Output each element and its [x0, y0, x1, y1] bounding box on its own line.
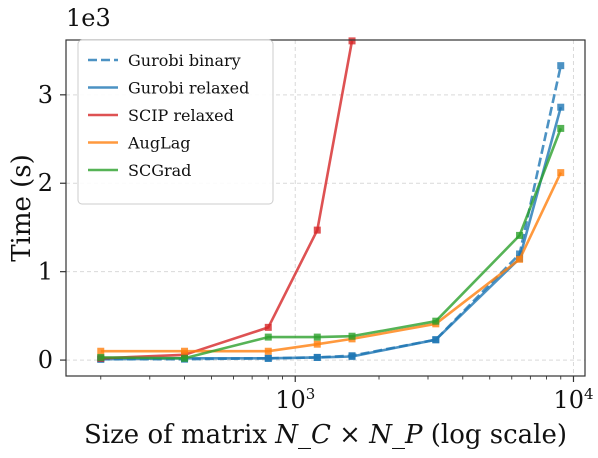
data-point-marker [264, 333, 272, 341]
x-tick-label-exponent: 3 [306, 385, 316, 403]
y-tick-label: 2 [38, 169, 53, 197]
x-axis-label: Size of matrix N_C × N_P (log scale) [84, 420, 567, 450]
series-line [100, 127, 563, 360]
data-point-marker [557, 124, 565, 132]
data-point-marker [557, 103, 565, 111]
data-point-marker [264, 323, 272, 331]
y-tick-label: 1 [38, 258, 53, 286]
data-point-marker [97, 347, 105, 355]
series-line [100, 106, 563, 361]
data-point-marker [516, 231, 524, 239]
legend-entry-label: AugLag [127, 134, 191, 153]
legend-entry-label: Gurobi binary [128, 51, 241, 70]
plot-frame [65, 39, 586, 377]
legend-box [77, 39, 274, 205]
x-tick-label: 104 [553, 385, 593, 414]
x-tick-label: 103 [275, 385, 315, 414]
y-tick-label: 0 [38, 346, 53, 374]
legend: Gurobi binary Gurobi relaxed SCIP relaxed A… [77, 39, 274, 205]
data-point-marker [181, 351, 189, 359]
y-tick-label: 3 [38, 81, 53, 109]
data-point-marker [348, 37, 356, 45]
data-point-marker [181, 354, 189, 362]
data-point-marker [348, 332, 356, 340]
legend-entry-label: Gurobi relaxed [128, 79, 249, 98]
legend-entry-label: SCIP relaxed [128, 106, 234, 125]
series-line [100, 172, 562, 353]
data-point-marker [313, 340, 321, 348]
data-point-marker [97, 353, 105, 361]
x-axis-label-suffix: (log scale) [422, 420, 567, 450]
x-tick-label-exponent: 4 [584, 385, 594, 403]
x-tick-label-base: 10 [553, 386, 584, 414]
data-point-marker [432, 317, 440, 325]
data-point-marker [181, 347, 189, 355]
x-axis-label-math: N_C × N_P [274, 420, 423, 450]
legend-entry-label: SCGrad [128, 161, 191, 180]
data-point-marker [264, 354, 272, 362]
data-point-marker [313, 333, 321, 341]
data-point-marker [348, 353, 356, 361]
y-multiplier-label: 1e3 [66, 4, 111, 32]
x-axis-label-prefix: Size of matrix [84, 420, 275, 450]
data-point-marker [313, 353, 321, 361]
x-tick-label-base: 10 [275, 386, 306, 414]
data-point-marker [264, 347, 272, 355]
data-point-marker [557, 62, 565, 70]
series-lines [97, 37, 565, 363]
y-axis-label: Time (s) [7, 154, 37, 262]
data-point-marker [516, 255, 524, 263]
data-point-marker [557, 169, 565, 177]
data-point-marker [313, 226, 321, 234]
data-point-marker [432, 336, 440, 344]
